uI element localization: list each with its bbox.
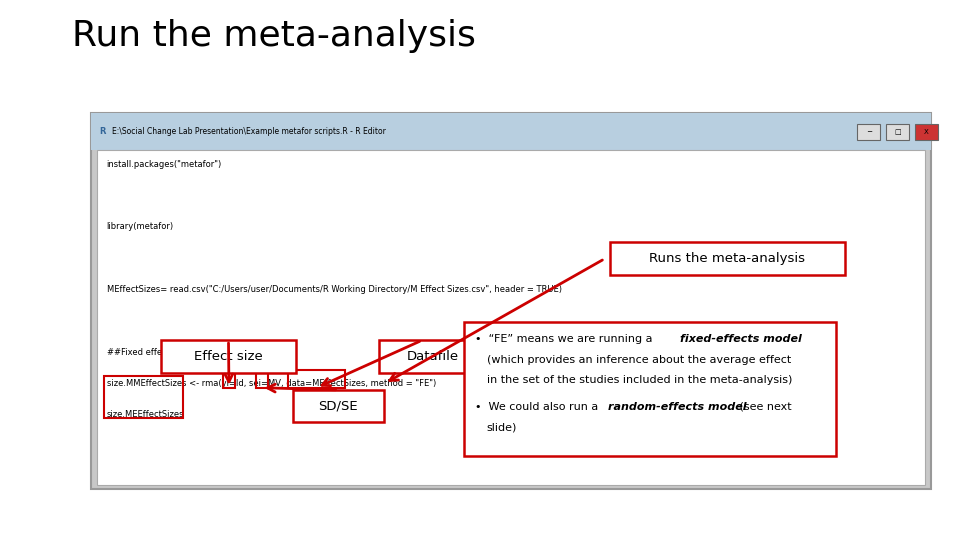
Text: E:\Social Change Lab Presentation\Example metafor scripts.R - R Editor: E:\Social Change Lab Presentation\Exampl… [112, 127, 386, 136]
FancyBboxPatch shape [857, 124, 880, 140]
FancyBboxPatch shape [464, 322, 836, 456]
Text: ##Fixed effects model: ##Fixed effects model [107, 348, 203, 357]
FancyBboxPatch shape [886, 124, 909, 140]
Text: ─: ─ [867, 129, 871, 135]
Text: •  We could also run a: • We could also run a [475, 402, 602, 412]
Text: Effect size: Effect size [194, 350, 263, 363]
Text: install.packages("metafor"): install.packages("metafor") [107, 160, 222, 169]
Text: □: □ [895, 129, 900, 135]
Text: in the set of the studies included in the meta-analysis): in the set of the studies included in th… [487, 375, 792, 386]
FancyBboxPatch shape [91, 113, 931, 150]
Text: random-effects model: random-effects model [608, 402, 746, 412]
Text: fixed-effects model: fixed-effects model [680, 334, 802, 345]
FancyBboxPatch shape [293, 390, 384, 422]
FancyBboxPatch shape [161, 340, 296, 373]
Text: X: X [924, 129, 928, 135]
Text: (which provides an inference about the average effect: (which provides an inference about the a… [487, 355, 791, 365]
Text: size.MMEffectSizes <- rma(yi=ld, sei=MV, data=MEffectSizes, method = "FE"): size.MMEffectSizes <- rma(yi=ld, sei=MV,… [107, 379, 436, 388]
Text: (see next: (see next [736, 402, 792, 412]
Text: Run the meta-analysis: Run the meta-analysis [72, 19, 476, 53]
Text: •  “FE” means we are running a: • “FE” means we are running a [475, 334, 657, 345]
FancyBboxPatch shape [97, 150, 925, 485]
Text: R: R [99, 127, 106, 136]
Text: size.MEEffectSizes: size.MEEffectSizes [107, 410, 184, 420]
FancyBboxPatch shape [91, 113, 931, 489]
Text: library(metafor): library(metafor) [107, 222, 174, 232]
Text: Datafile: Datafile [407, 350, 459, 363]
FancyBboxPatch shape [610, 242, 845, 275]
Text: Runs the meta-analysis: Runs the meta-analysis [649, 252, 805, 265]
FancyBboxPatch shape [915, 124, 938, 140]
Text: SD/SE: SD/SE [319, 400, 358, 413]
FancyBboxPatch shape [379, 340, 487, 373]
Text: MEffectSizes= read.csv("C:/Users/user/Documents/R Working Directory/M Effect Siz: MEffectSizes= read.csv("C:/Users/user/Do… [107, 285, 562, 294]
Text: slide): slide) [487, 422, 517, 433]
